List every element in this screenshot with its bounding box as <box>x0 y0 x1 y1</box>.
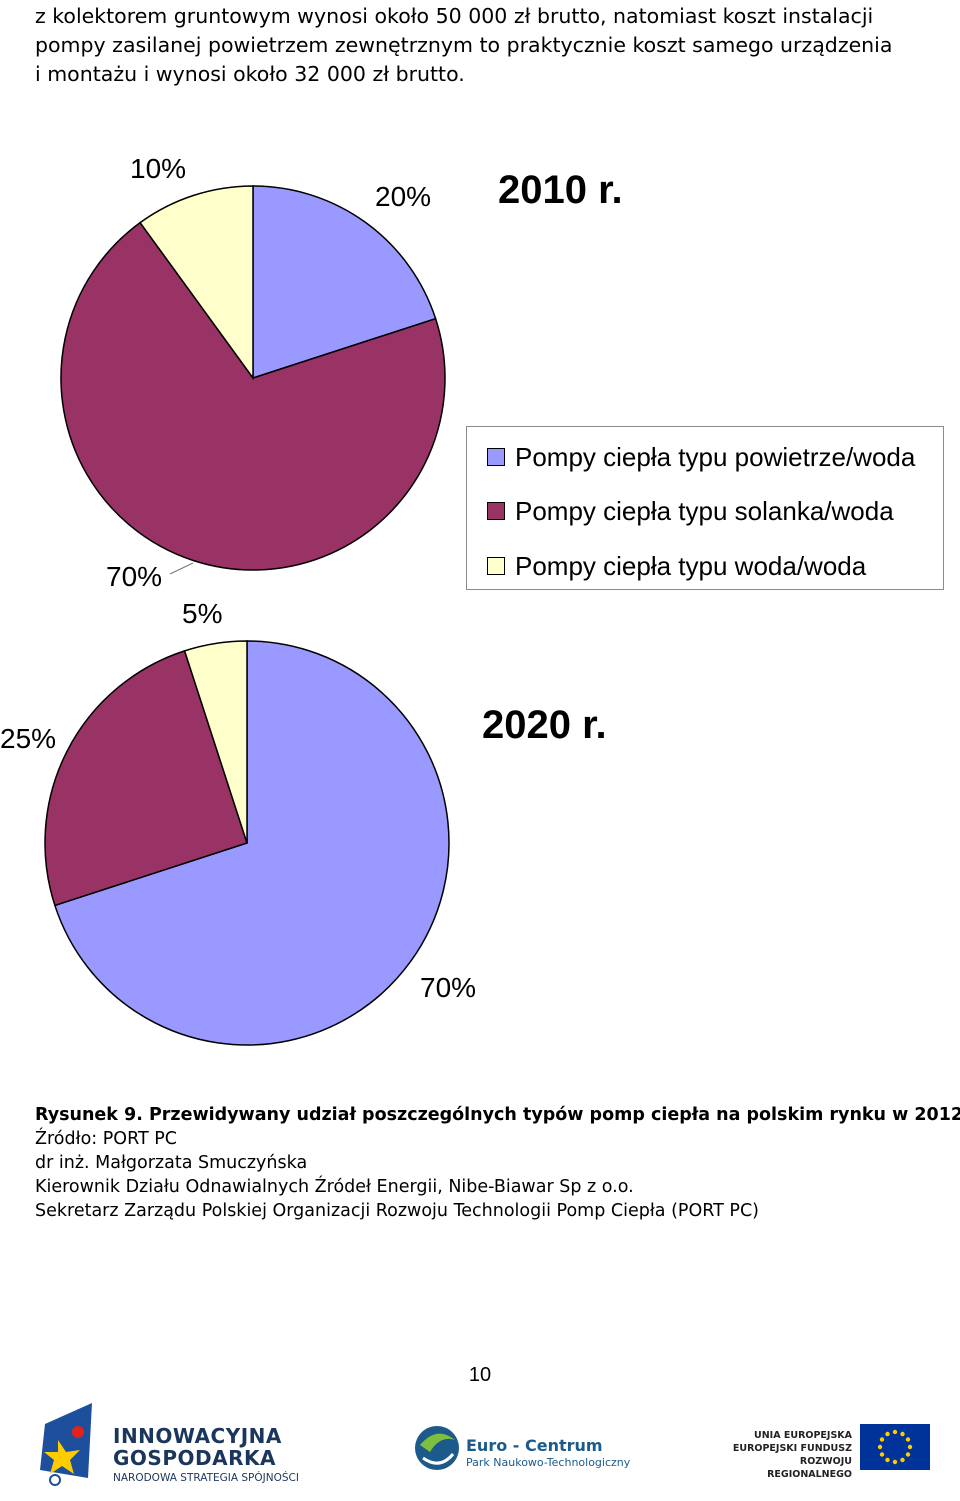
label-leader-line <box>169 562 194 575</box>
eu-star-icon <box>877 1444 883 1450</box>
ig-line: INNOWACYJNA <box>113 1424 282 1448</box>
legend-swatch <box>487 502 505 520</box>
pie1-slice-waterwater <box>139 185 254 381</box>
eu-star-icon <box>885 1457 890 1463</box>
pie2-label-brinewater: 25% <box>0 723 56 754</box>
ue-line: EUROPEJSKI FUNDUSZ <box>732 1443 852 1454</box>
ec-line: Park Naukowo-Technologiczny <box>466 1456 631 1469</box>
pie-chart-2020 <box>44 640 450 1046</box>
intro-line: pompy zasilanej powietrzem zewnętrznym t… <box>35 33 893 57</box>
author-role: Kierownik Działu Odnawialnych Źródeł Ene… <box>35 1177 634 1197</box>
pie2-title: 2020 r. <box>482 703 607 747</box>
innowacyjna-gospodarka-text: INNOWACYJNA GOSPODARKA NARODOWA STRATEGI… <box>113 1425 299 1485</box>
unia-europejska-text: UNIA EUROPEJSKA EUROPEJSKI FUNDUSZ ROZWO… <box>712 1429 852 1481</box>
legend-swatch <box>487 448 505 466</box>
ig-line: GOSPODARKA <box>113 1446 276 1470</box>
pie1-label-waterwater: 10% <box>130 153 186 184</box>
author-name: dr inż. Małgorzata Smuczyńska <box>35 1153 308 1173</box>
author-role: Sekretarz Zarządu Polskiej Organizacji R… <box>35 1201 759 1221</box>
legend-label: Pompy ciepła typu solanka/woda <box>515 495 894 526</box>
eu-star-icon <box>885 1431 890 1437</box>
ig-line: NARODOWA STRATEGIA SPÓJNOŚCI <box>113 1472 299 1484</box>
ue-line: UNIA EUROPEJSKA <box>754 1430 852 1441</box>
pie1-label-airwater: 20% <box>375 181 431 212</box>
footer-logos <box>40 1403 930 1486</box>
figure-caption: Rysunek 9. Przewidywany udział poszczegó… <box>35 1103 960 1223</box>
euro-centrum-logo <box>415 1426 459 1470</box>
legend-swatch <box>487 557 505 575</box>
legend-label: Pompy ciepła typu powietrze/woda <box>515 441 916 472</box>
eu-star-icon <box>900 1431 905 1437</box>
figure-source: Źródło: PORT PC <box>35 1129 177 1149</box>
eu-star-icon <box>905 1437 911 1442</box>
ec-line: Euro - Centrum <box>466 1436 603 1455</box>
pie-chart-2010 <box>60 185 446 571</box>
intro-line: z kolektorem gruntowym wynosi około 50 0… <box>35 4 874 28</box>
eu-star-icon <box>879 1452 885 1457</box>
pie2-slice-brinewater <box>44 649 248 907</box>
pie1-label-brinewater: 70% <box>106 561 162 592</box>
ue-line: ROZWOJU REGIONALNEGO <box>767 1456 852 1480</box>
legend-label: Pompy ciepła typu woda/woda <box>515 550 867 581</box>
innowacyjna-gospodarka-logo <box>40 1403 92 1486</box>
pie2-label-waterwater: 5% <box>182 598 222 629</box>
pie1-slice-brinewater <box>60 221 446 571</box>
legend-item-airwater: Pompy ciepła typu powietrze/woda <box>487 442 915 472</box>
euro-centrum-text: Euro - Centrum Park Naukowo-Technologicz… <box>466 1436 630 1471</box>
pie1-title: 2010 r. <box>498 168 623 212</box>
eu-star-icon <box>892 1459 898 1465</box>
eu-star-icon <box>905 1452 911 1457</box>
pie2-slice-waterwater <box>183 640 248 844</box>
eu-star-icon <box>907 1444 913 1450</box>
pie1-slice-airwater <box>252 185 437 380</box>
eu-star-icon <box>892 1429 898 1435</box>
chart-legend: Pompy ciepła typu powietrze/woda Pompy c… <box>466 426 944 590</box>
intro-paragraph: z kolektorem gruntowym wynosi około 50 0… <box>35 2 960 89</box>
figure-title: Rysunek 9. Przewidywany udział poszczegó… <box>35 1105 960 1125</box>
legend-item-brinewater: Pompy ciepła typu solanka/woda <box>487 496 894 526</box>
intro-line: i montażu i wynosi około 32 000 zł brutt… <box>35 62 465 86</box>
pie2-label-airwater: 70% <box>420 972 476 1003</box>
page-number: 10 <box>468 1364 492 1386</box>
eu-star-icon <box>900 1457 905 1463</box>
legend-item-waterwater: Pompy ciepła typu woda/woda <box>487 551 866 581</box>
eu-star-icon <box>879 1437 885 1442</box>
pie-charts: 10% 20% 70% 2010 r. 5% 25% 70% 2020 r. <box>0 153 623 1046</box>
pie2-slice-airwater <box>53 640 450 1046</box>
eu-flag-icon <box>860 1424 930 1470</box>
